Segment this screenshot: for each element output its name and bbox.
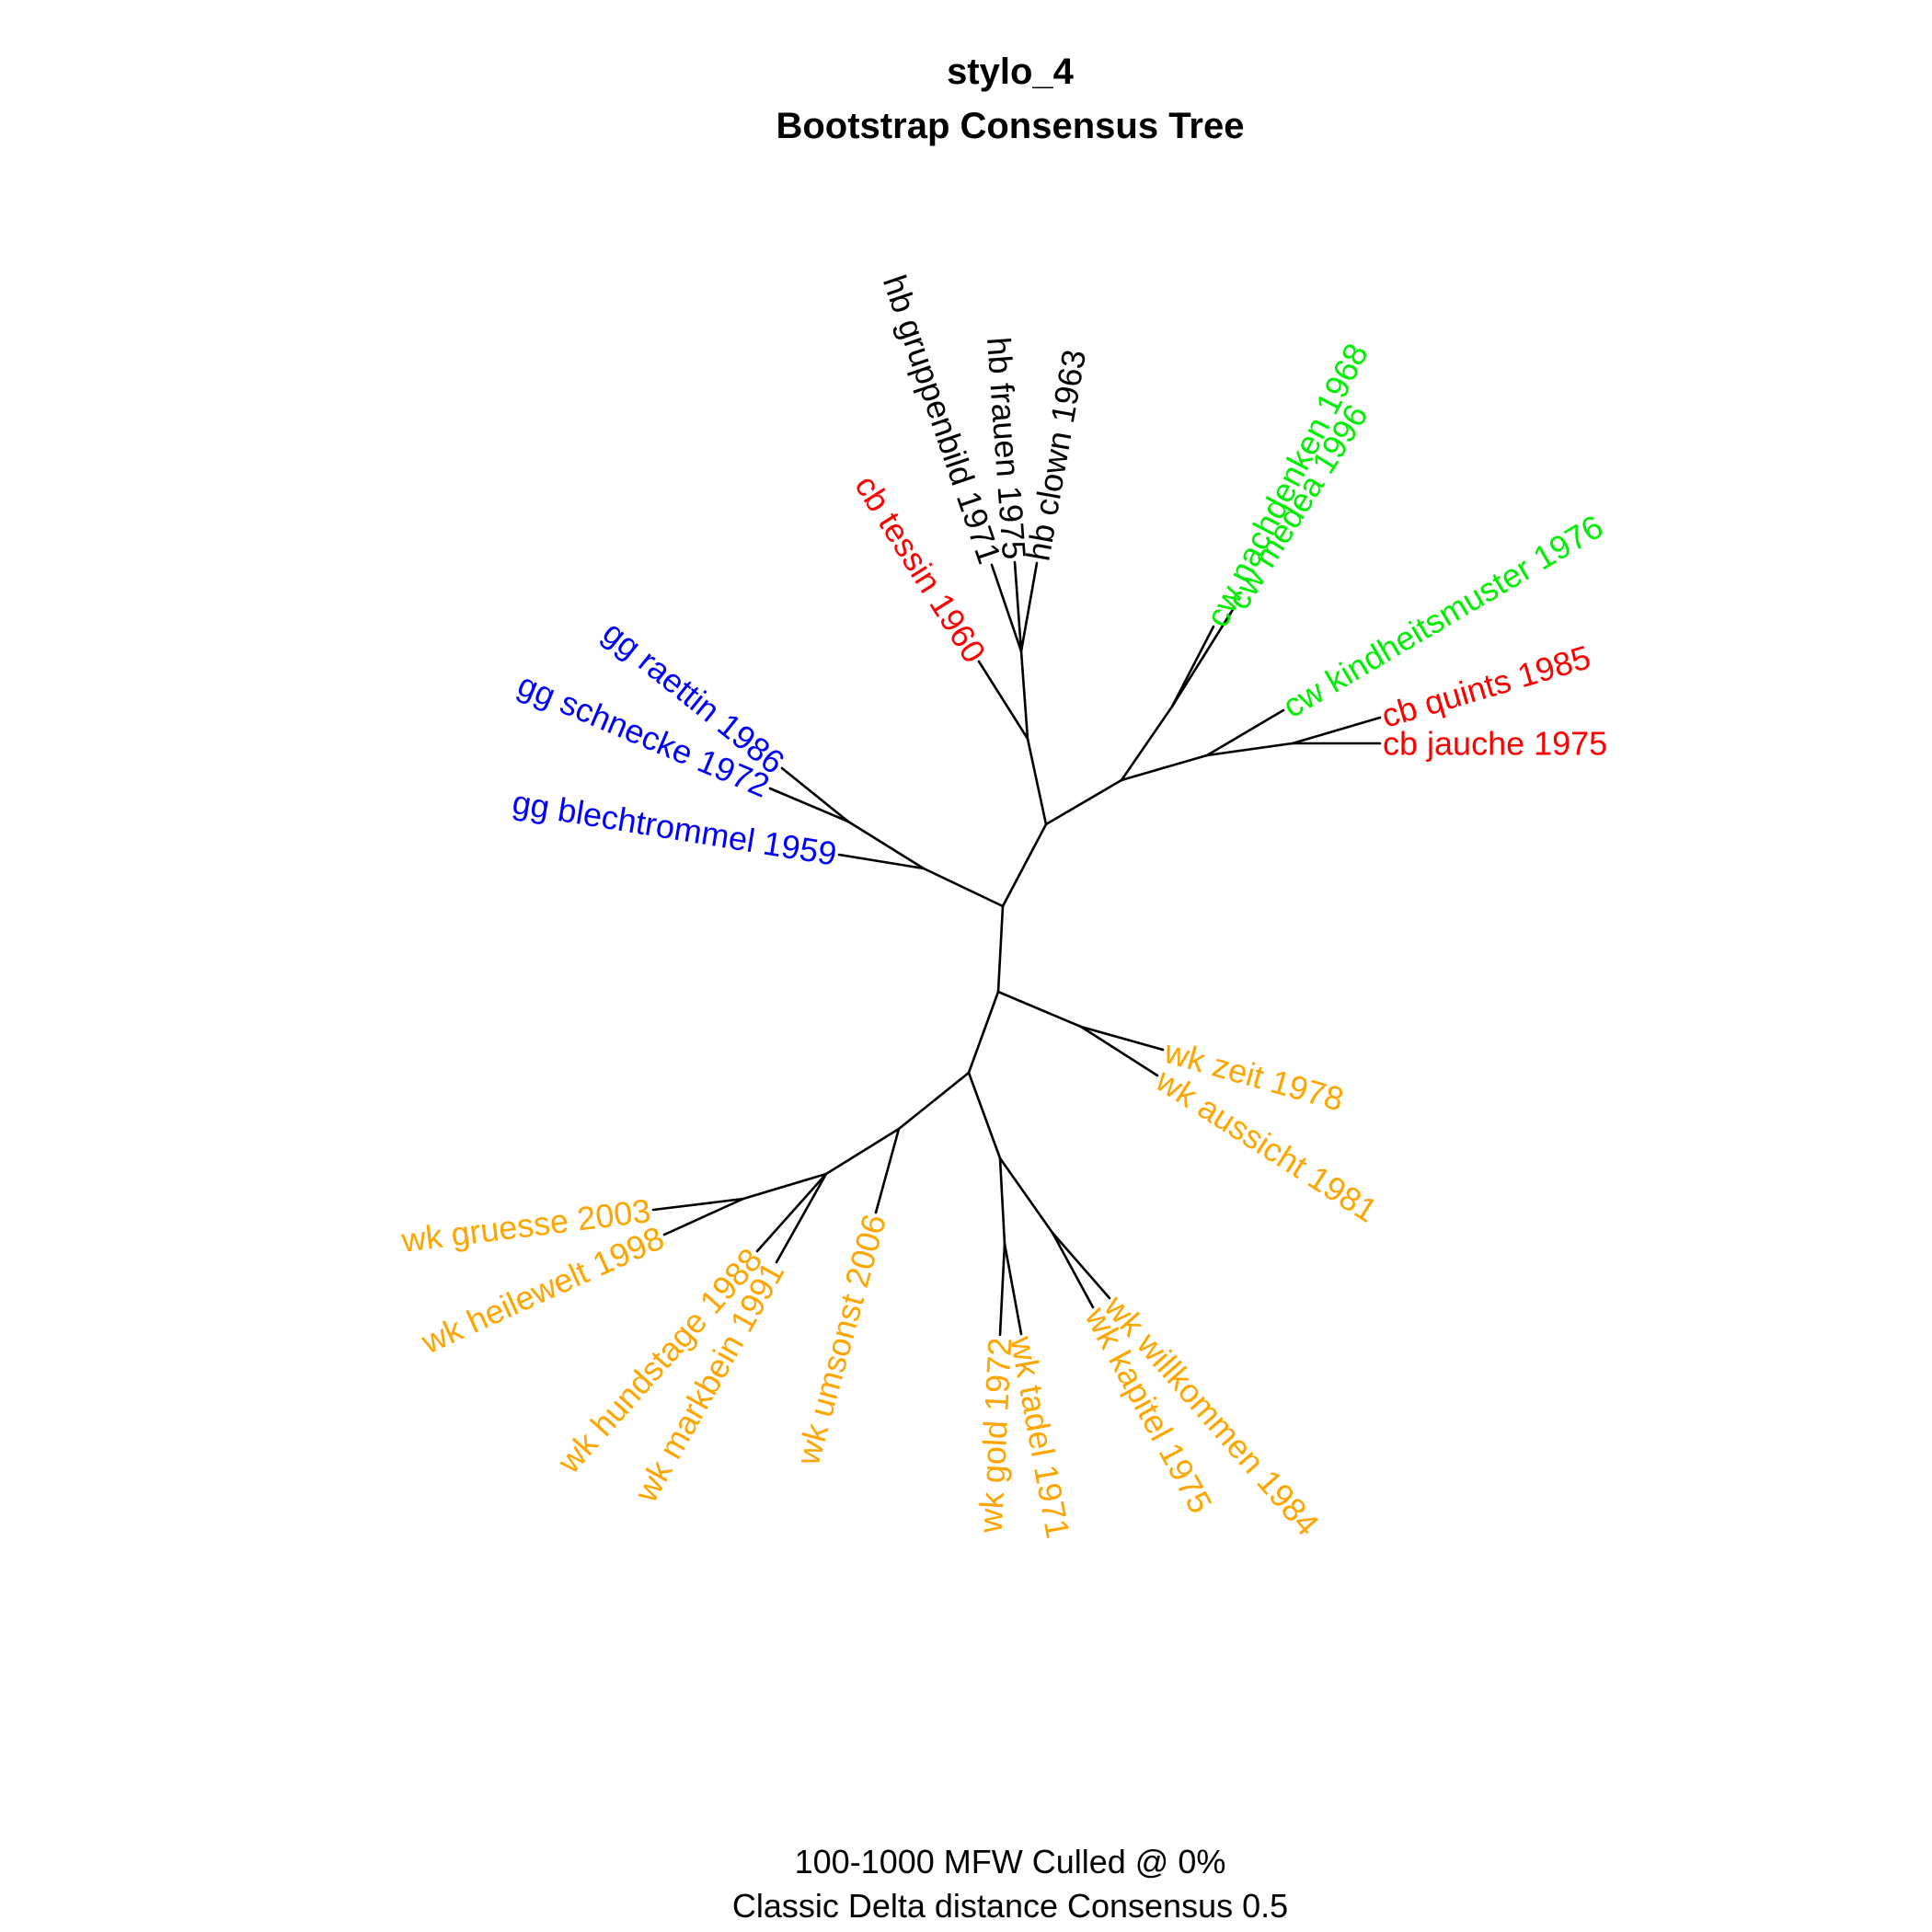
tree-branch: [742, 1172, 828, 1201]
tree-branch: [1205, 742, 1294, 757]
tree-leaf-branch: [1079, 1025, 1165, 1052]
tree-branch: [996, 904, 1005, 994]
tree-leaf-branch: [1205, 708, 1285, 757]
tree-branch: [998, 1156, 1054, 1235]
tree-branch: [1026, 737, 1048, 826]
tree-leaf-branch: [977, 660, 1029, 741]
tree-leaf-branch: [651, 1197, 745, 1212]
tree-leaf-branch: [1013, 560, 1023, 653]
tree-leaf-branch: [1079, 1025, 1159, 1077]
tree-leaf-branch: [1051, 1231, 1111, 1300]
tree-leaf-branch: [874, 1127, 901, 1214]
tree-branch: [996, 990, 1083, 1029]
leaf-label: wk umsonst 2006: [788, 1210, 893, 1469]
tree-leaf-branch: [780, 766, 850, 823]
tree-leaf-branch: [1170, 606, 1236, 708]
tree-leaf-branch: [1291, 716, 1382, 745]
caption-line2: Classic Delta distance Consensus 0.5: [732, 1887, 1288, 1925]
tree-leaf-branch: [1170, 625, 1215, 708]
tree-branch: [1001, 822, 1048, 908]
tree-branch: [1019, 650, 1029, 741]
tree-leaf-branch: [755, 1172, 828, 1253]
tree-leaf-branch: [998, 1242, 1006, 1337]
figure-title-line1: stylo_4: [947, 52, 1075, 92]
tree-branch: [967, 1071, 1002, 1160]
tree-branch: [1120, 705, 1174, 782]
tree-branch: [998, 1156, 1006, 1246]
tree-branch: [1044, 778, 1123, 826]
caption-line1: 100-1000 MFW Culled @ 0%: [795, 1843, 1226, 1880]
leaf-label: cb jauche 1975: [1383, 725, 1607, 763]
tree-branch: [922, 867, 1005, 908]
tree-leaf-branch: [1019, 561, 1039, 653]
tree-branch: [897, 1071, 971, 1131]
tree-leaf-branch: [1051, 1231, 1095, 1309]
tree-leaf-branch: [990, 563, 1023, 653]
leaf-label: wk tadel 1971: [1003, 1332, 1077, 1541]
tree-leaf-branch: [775, 1172, 828, 1264]
tree-edges: [651, 560, 1382, 1337]
tree-branch: [824, 1127, 901, 1176]
tree-leaf-branch: [768, 787, 850, 823]
leaf-label: hb clown 1963: [1018, 347, 1093, 564]
tree-branch: [1120, 753, 1209, 782]
figure-title-line2: Bootstrap Consensus Tree: [776, 106, 1244, 146]
tree-leaf-branch: [662, 1197, 745, 1236]
tree-branch: [967, 990, 1000, 1075]
tree-leaf-branch: [837, 853, 926, 870]
tree-leaf-branch: [1003, 1242, 1023, 1336]
tree-branch: [846, 820, 926, 870]
